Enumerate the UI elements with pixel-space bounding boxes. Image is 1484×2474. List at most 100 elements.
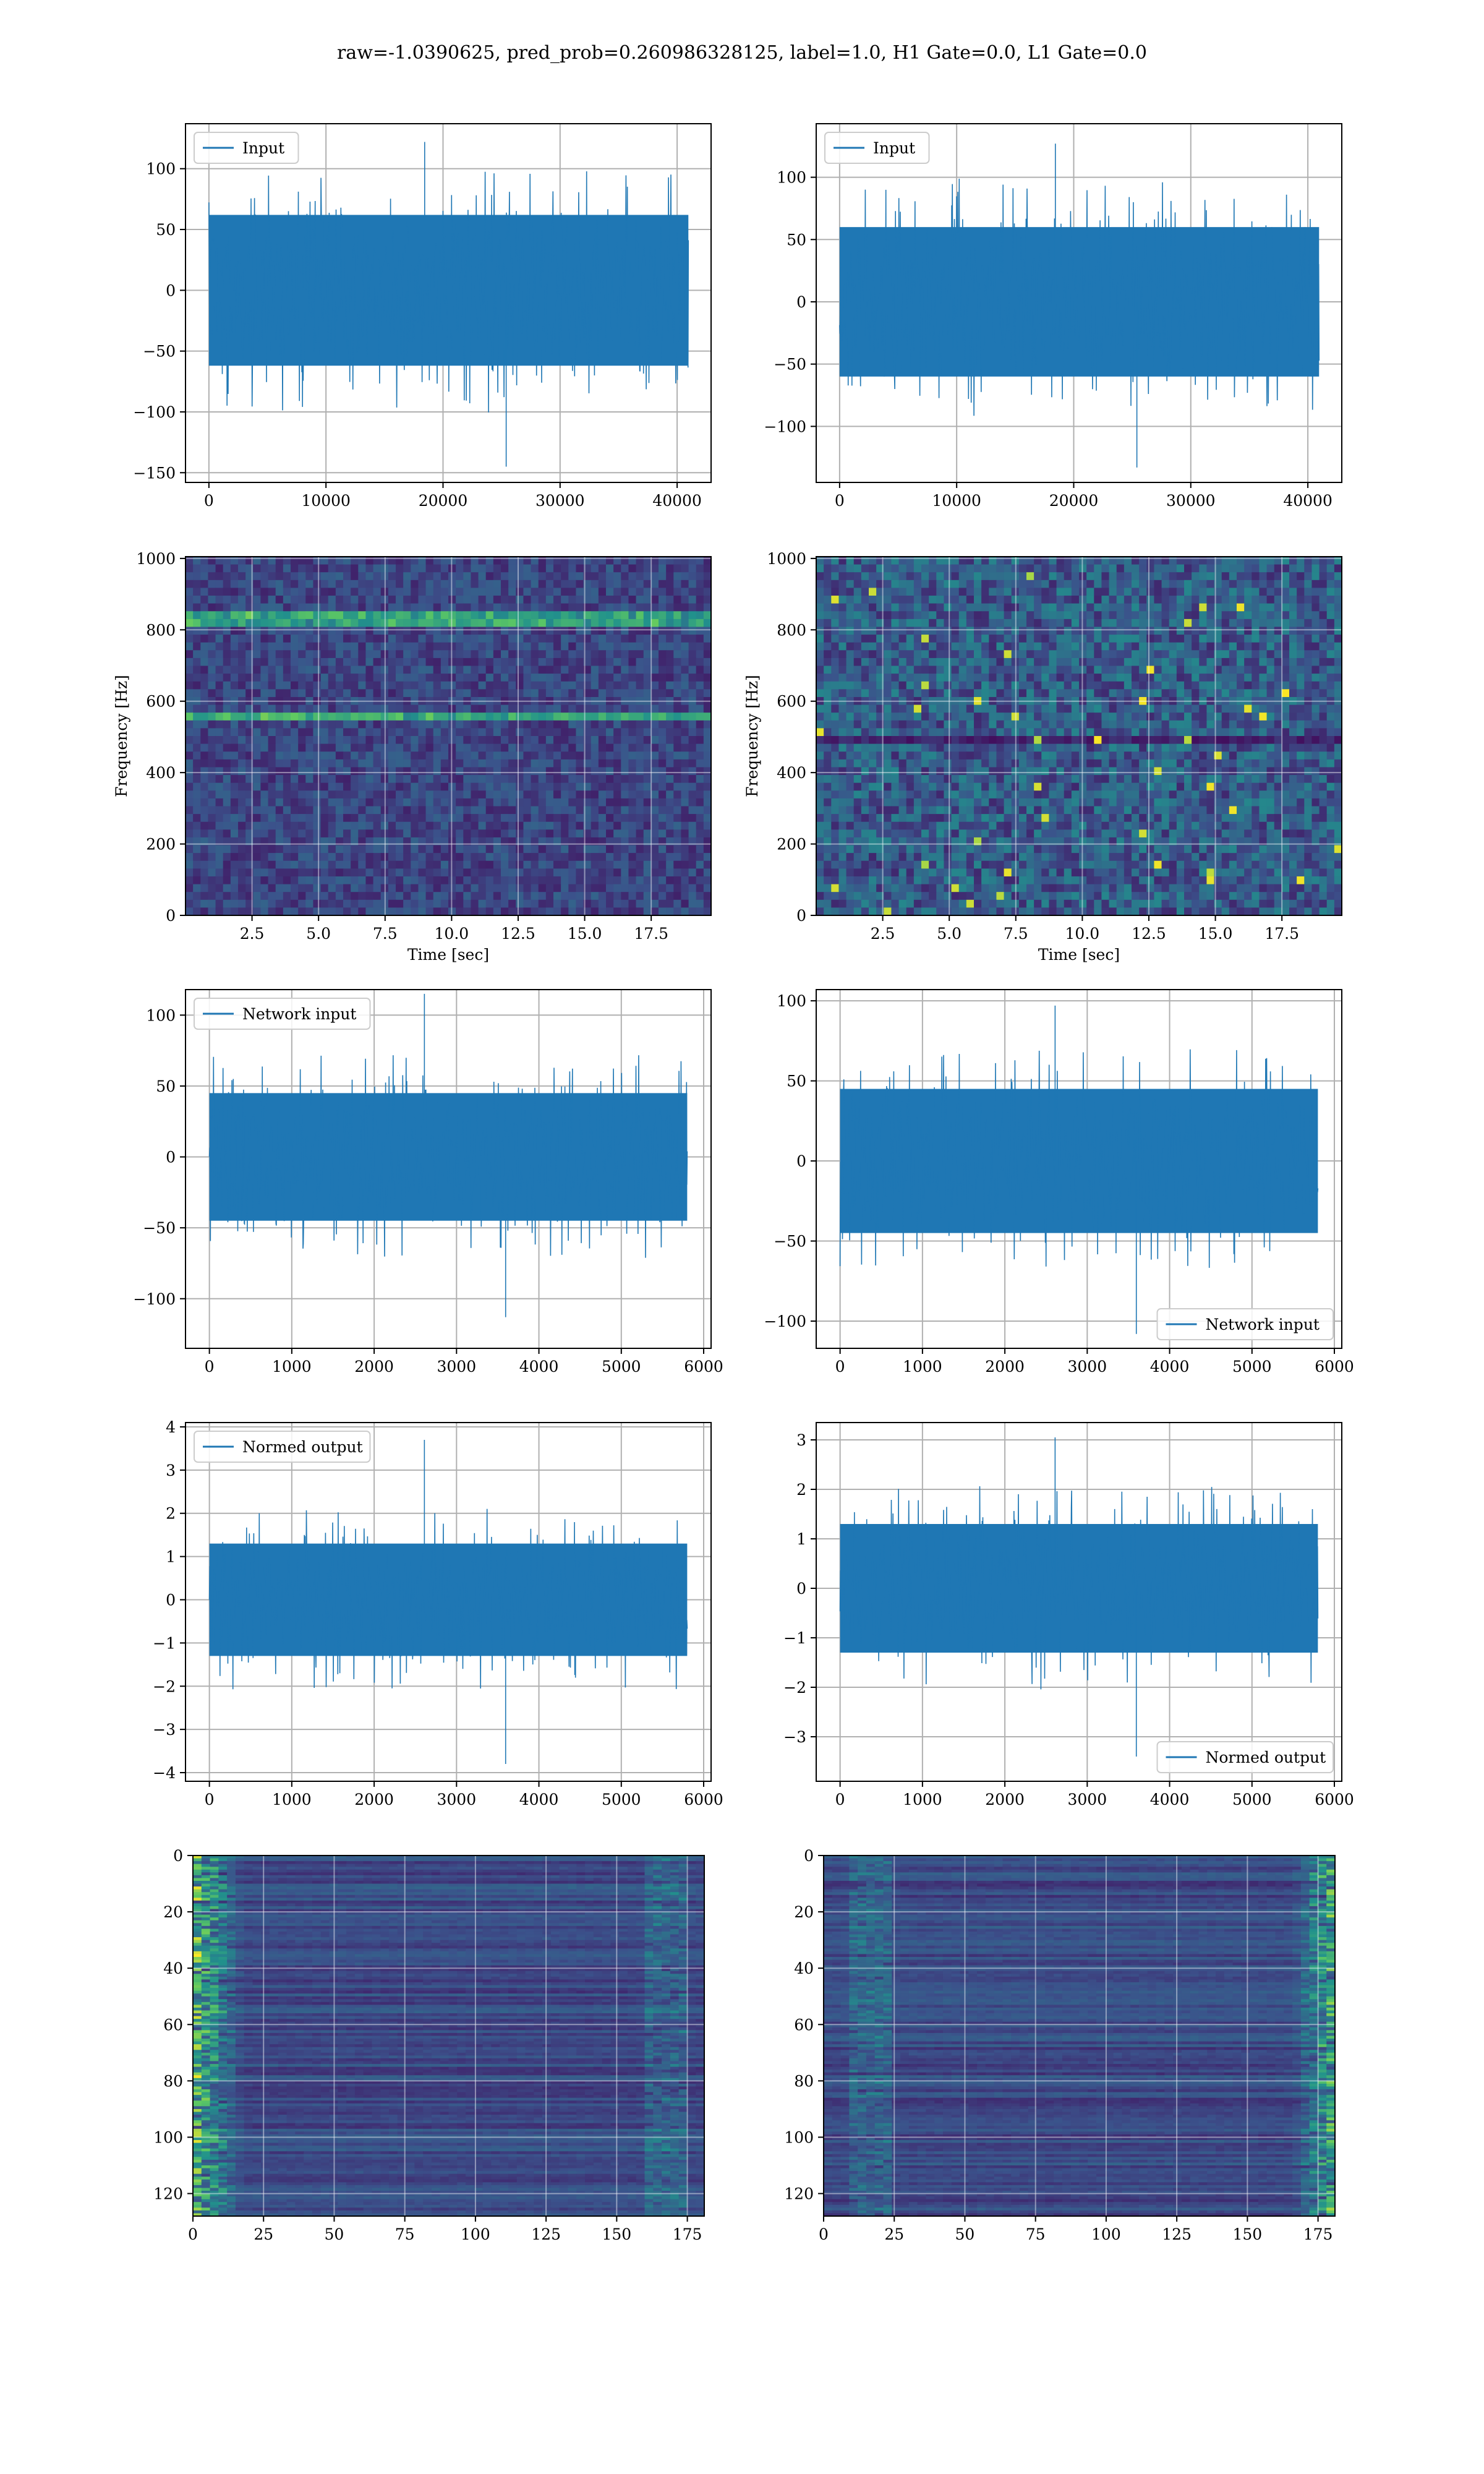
heatmap-cell — [268, 705, 276, 713]
heatmap-cell — [486, 744, 494, 752]
heatmap-cell — [291, 604, 299, 612]
heatmap-cell — [388, 829, 396, 837]
heatmap-cell — [200, 829, 208, 837]
heatmap-cell — [1184, 596, 1192, 604]
heatmap-cell — [501, 806, 509, 814]
heatmap-cell — [921, 689, 929, 697]
heatmap-cell — [1237, 721, 1245, 729]
heatmap-cell — [501, 627, 509, 635]
heatmap-cell — [816, 627, 824, 635]
heatmap-cell — [824, 565, 832, 573]
heatmap-cell — [238, 775, 246, 783]
heatmap-cell — [1124, 627, 1132, 635]
heatmap-cell — [365, 658, 373, 666]
heatmap-cell — [276, 907, 284, 915]
heatmap-cell — [591, 619, 599, 627]
heatmap-cell — [523, 635, 531, 643]
heatmap-cell — [403, 822, 411, 830]
heatmap-cell — [1019, 705, 1027, 713]
heatmap-cell — [523, 853, 531, 861]
heatmap-cell — [651, 604, 659, 612]
heatmap-cell — [1034, 674, 1042, 682]
heatmap-cell — [238, 604, 246, 612]
heatmap-cell — [253, 760, 261, 768]
heatmap-cell — [253, 744, 261, 752]
heatmap-cell — [231, 775, 239, 783]
heatmap-cell — [673, 650, 681, 658]
heatmap-cell — [223, 876, 231, 884]
heatmap-cell — [1057, 635, 1065, 643]
heatmap-cell — [989, 689, 997, 697]
heatmap-cell — [568, 876, 576, 884]
heatmap-cell — [1297, 682, 1305, 690]
heatmap-cell — [328, 829, 336, 837]
heatmap-cell — [1282, 572, 1290, 580]
heatmap-cell — [283, 713, 291, 721]
heatmap-cell — [388, 643, 396, 651]
heatmap-cell — [508, 635, 516, 643]
heatmap-cell — [981, 674, 989, 682]
heatmap-cell — [561, 705, 569, 713]
heatmap-cell — [1334, 650, 1342, 658]
heatmap-cell — [216, 635, 224, 643]
heatmap-cell — [599, 565, 607, 573]
heatmap-cell — [613, 689, 621, 697]
heatmap-cell — [546, 845, 554, 854]
heatmap-cell — [1162, 658, 1170, 666]
heatmap-cell — [1282, 596, 1290, 604]
heatmap-cell — [396, 845, 404, 854]
heatmap-cell — [621, 876, 629, 884]
heatmap-cell — [523, 572, 531, 580]
heatmap-cell — [328, 861, 336, 869]
heatmap-cell — [1206, 658, 1214, 666]
heatmap-cell — [1304, 728, 1312, 736]
heatmap-cell — [613, 853, 621, 861]
heatmap-cell — [673, 751, 681, 760]
heatmap-cell — [231, 619, 239, 627]
heatmap-cell — [365, 806, 373, 814]
heatmap-cell — [1244, 713, 1252, 721]
heatmap-cell — [854, 643, 862, 651]
heatmap-cell — [231, 713, 239, 721]
heatmap-cell — [200, 845, 208, 854]
heatmap-cell — [673, 572, 681, 580]
heatmap-cell — [576, 705, 584, 713]
heatmap-cell — [365, 643, 373, 651]
heatmap-cell — [1289, 604, 1297, 612]
heatmap-cell — [1252, 728, 1260, 736]
heatmap-cell — [606, 674, 614, 682]
heatmap-cell — [186, 814, 194, 822]
heatmap-cell — [1132, 572, 1140, 580]
heatmap-cell — [268, 900, 276, 908]
heatmap-cell — [906, 580, 915, 588]
heatmap-cell — [906, 666, 915, 674]
heatmap-cell — [1259, 721, 1267, 729]
heatmap-cell — [441, 861, 449, 869]
heatmap-cell — [305, 892, 313, 900]
heatmap-cell — [1139, 611, 1147, 619]
heatmap-cell — [644, 580, 652, 588]
heatmap-cell — [493, 884, 501, 892]
heatmap-cell — [508, 868, 516, 876]
heatmap-cell — [208, 751, 216, 760]
heatmap-cell — [636, 822, 644, 830]
heatmap-cell — [696, 689, 704, 697]
heatmap-cell — [1146, 580, 1154, 588]
heatmap-cell — [861, 713, 869, 721]
heatmap-cell — [298, 682, 306, 690]
heatmap-cell — [418, 829, 426, 837]
heatmap-cell — [418, 892, 426, 900]
heatmap-cell — [411, 611, 419, 619]
heatmap-cell — [936, 736, 944, 744]
heatmap-cell — [268, 658, 276, 666]
heatmap-cell — [1297, 713, 1305, 721]
heatmap-cell — [373, 845, 382, 854]
heatmap-cell — [1192, 689, 1200, 697]
heatmap-cell — [313, 751, 321, 760]
heatmap-cell — [253, 790, 261, 798]
heatmap-cell — [1034, 713, 1042, 721]
heatmap-cell — [921, 713, 929, 721]
heatmap-cell — [403, 744, 411, 752]
heatmap-cell — [929, 674, 937, 682]
heatmap-cell — [689, 790, 697, 798]
